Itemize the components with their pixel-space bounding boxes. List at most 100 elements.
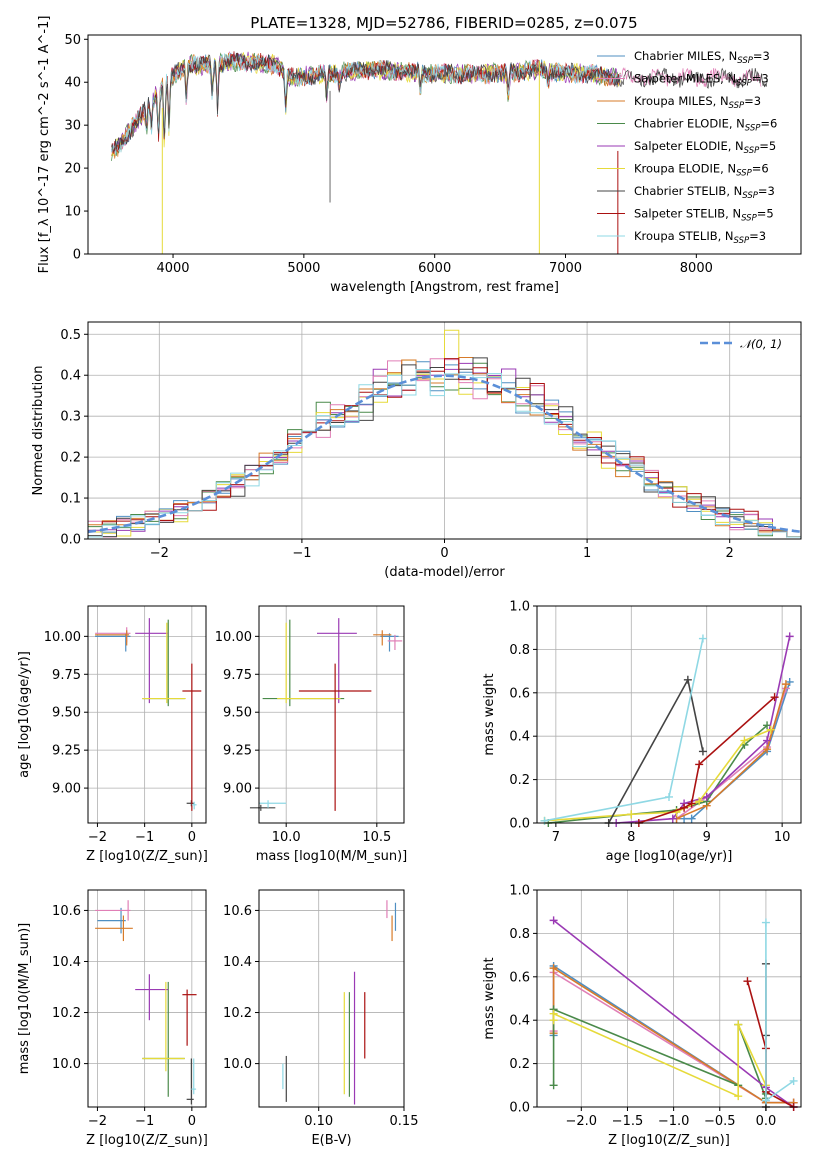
legend-entry: Chabrier STELIB, NSSP=3 bbox=[634, 184, 775, 201]
gridlines bbox=[88, 606, 206, 823]
data-marker bbox=[672, 808, 681, 817]
y-tick-label: 10.4 bbox=[223, 955, 252, 970]
x-tick-label: 0.0 bbox=[756, 1114, 777, 1129]
x-tick-label: 7 bbox=[552, 830, 560, 845]
data-marker bbox=[695, 797, 704, 806]
y-axis-label: mass weight bbox=[482, 957, 497, 1039]
y-tick-label: 0.0 bbox=[509, 1101, 530, 1116]
x-axis-label: wavelength [Angstrom, rest frame] bbox=[330, 280, 559, 295]
y-tick-label: 9.00 bbox=[52, 782, 81, 797]
y-tick-label: 10.00 bbox=[215, 630, 252, 645]
y-tick-label: 0.1 bbox=[60, 492, 81, 507]
data-marker bbox=[781, 680, 790, 689]
y-tick-label: 9.75 bbox=[52, 668, 81, 683]
axes-frame bbox=[258, 605, 405, 824]
y-tick-label: 50 bbox=[64, 33, 81, 48]
weight-series bbox=[552, 966, 794, 1104]
data-point bbox=[142, 981, 185, 1097]
y-tick-label: 9.00 bbox=[223, 782, 252, 797]
data-point bbox=[249, 804, 276, 811]
y-axis-label: mass weight bbox=[482, 673, 497, 755]
data-marker bbox=[680, 803, 689, 812]
x-axis-label: Z [log10(Z/Z_sun)] bbox=[86, 849, 208, 864]
data-marker bbox=[627, 810, 636, 819]
panel-age-vs-Z: −2 −1 0 9.00 9.25 9.50 9.75 10.00 Z [log10(Z/Z_s… bbox=[17, 605, 208, 864]
y-tick-label: 1.0 bbox=[509, 884, 530, 899]
x-axis-label: E(B-V) bbox=[311, 1133, 351, 1148]
data-marker bbox=[668, 814, 677, 823]
data-marker bbox=[687, 799, 696, 808]
y-tick-label: 9.25 bbox=[52, 744, 81, 759]
axes-frame bbox=[536, 889, 802, 1108]
y-tick-label: 9.75 bbox=[223, 668, 252, 683]
data-marker bbox=[549, 1081, 558, 1090]
x-tick-label: 4000 bbox=[156, 261, 189, 276]
axes-frame bbox=[87, 34, 802, 255]
x-tick-label: 5000 bbox=[287, 261, 320, 276]
data-point bbox=[186, 800, 194, 807]
y-tick-label: 30 bbox=[64, 119, 81, 134]
x-tick-label: 0 bbox=[188, 1114, 196, 1129]
y-tick-label: 20 bbox=[64, 162, 81, 177]
data-point bbox=[259, 800, 287, 808]
data-point bbox=[186, 1058, 194, 1105]
x-tick-label: −1.5 bbox=[612, 1114, 644, 1129]
y-tick-label: 0.4 bbox=[509, 1014, 530, 1029]
data-point bbox=[191, 801, 197, 810]
data-point bbox=[142, 981, 185, 1072]
data-point bbox=[182, 663, 202, 811]
x-tick-label: −2 bbox=[88, 830, 107, 845]
data-marker bbox=[761, 918, 770, 927]
x-tick-label: 10.5 bbox=[362, 830, 391, 845]
x-tick-label: −1 bbox=[135, 1114, 154, 1129]
y-tick-label: 0.6 bbox=[509, 970, 530, 985]
data-marker bbox=[743, 977, 752, 986]
data-marker bbox=[734, 1020, 743, 1029]
y-tick-label: 10.6 bbox=[52, 904, 81, 919]
legend-entry: 𝒩(0, 1) bbox=[740, 337, 782, 351]
data-marker bbox=[665, 792, 673, 801]
x-tick-label: 2 bbox=[726, 546, 734, 561]
data-point bbox=[298, 663, 372, 811]
y-tick-label: 0.3 bbox=[60, 410, 81, 425]
panel-weight-vs-age: 7 8 9 10 0.0 0.2 0.4 0.6 0.8 1.0 age [log10(age/yr… bbox=[482, 600, 802, 864]
panel-mass-vs-Z: −2 −1 0 10.0 10.2 10.4 10.6 Z [log10(Z/Z_sun)] m… bbox=[17, 889, 208, 1148]
data-marker bbox=[549, 916, 558, 925]
x-tick-label: 10 bbox=[774, 830, 791, 845]
legend-entry: Kroupa MILES, NSSP=3 bbox=[634, 94, 761, 111]
x-tick-label: −2 bbox=[88, 1114, 107, 1129]
y-tick-label: 10.2 bbox=[52, 1006, 81, 1021]
y-axis-label: Normed distribution bbox=[31, 366, 46, 496]
data-point bbox=[95, 915, 133, 942]
axes-frame bbox=[258, 889, 405, 1108]
data-marker bbox=[789, 1076, 798, 1085]
y-tick-label: 0.0 bbox=[509, 817, 530, 832]
weight-series bbox=[765, 922, 795, 1103]
data-point bbox=[182, 989, 197, 1046]
x-tick-label: 7000 bbox=[549, 261, 582, 276]
y-tick-label: 9.50 bbox=[223, 706, 252, 721]
x-axis-label: (data-model)/error bbox=[384, 565, 505, 580]
data-point bbox=[135, 618, 169, 704]
data-point bbox=[277, 622, 341, 704]
gridlines bbox=[88, 890, 206, 1107]
data-point bbox=[142, 619, 185, 707]
y-tick-label: 10.0 bbox=[52, 1057, 81, 1072]
data-marker bbox=[695, 760, 704, 769]
data-point bbox=[262, 619, 345, 707]
y-axis-label: Flux [f_λ 10^-17 erg cm^-2 s^-1 A^-1] bbox=[37, 16, 52, 274]
data-marker bbox=[549, 964, 558, 973]
data-marker bbox=[740, 736, 749, 745]
legend-entry: Salpeter MILES, NSSP=3 bbox=[634, 72, 769, 89]
y-tick-label: 1.0 bbox=[509, 600, 530, 615]
data-point bbox=[135, 974, 169, 1021]
x-tick-label: 0.10 bbox=[304, 1114, 333, 1129]
normal-curve bbox=[87, 374, 802, 534]
x-axis-label: Z [log10(Z/Z_sun)] bbox=[608, 1133, 730, 1148]
data-marker bbox=[766, 725, 775, 734]
data-point bbox=[387, 634, 403, 651]
y-tick-label: 0 bbox=[73, 248, 81, 263]
y-tick-label: 0.2 bbox=[509, 1057, 530, 1072]
weight-series bbox=[746, 980, 794, 1108]
gridlines bbox=[259, 890, 405, 1107]
